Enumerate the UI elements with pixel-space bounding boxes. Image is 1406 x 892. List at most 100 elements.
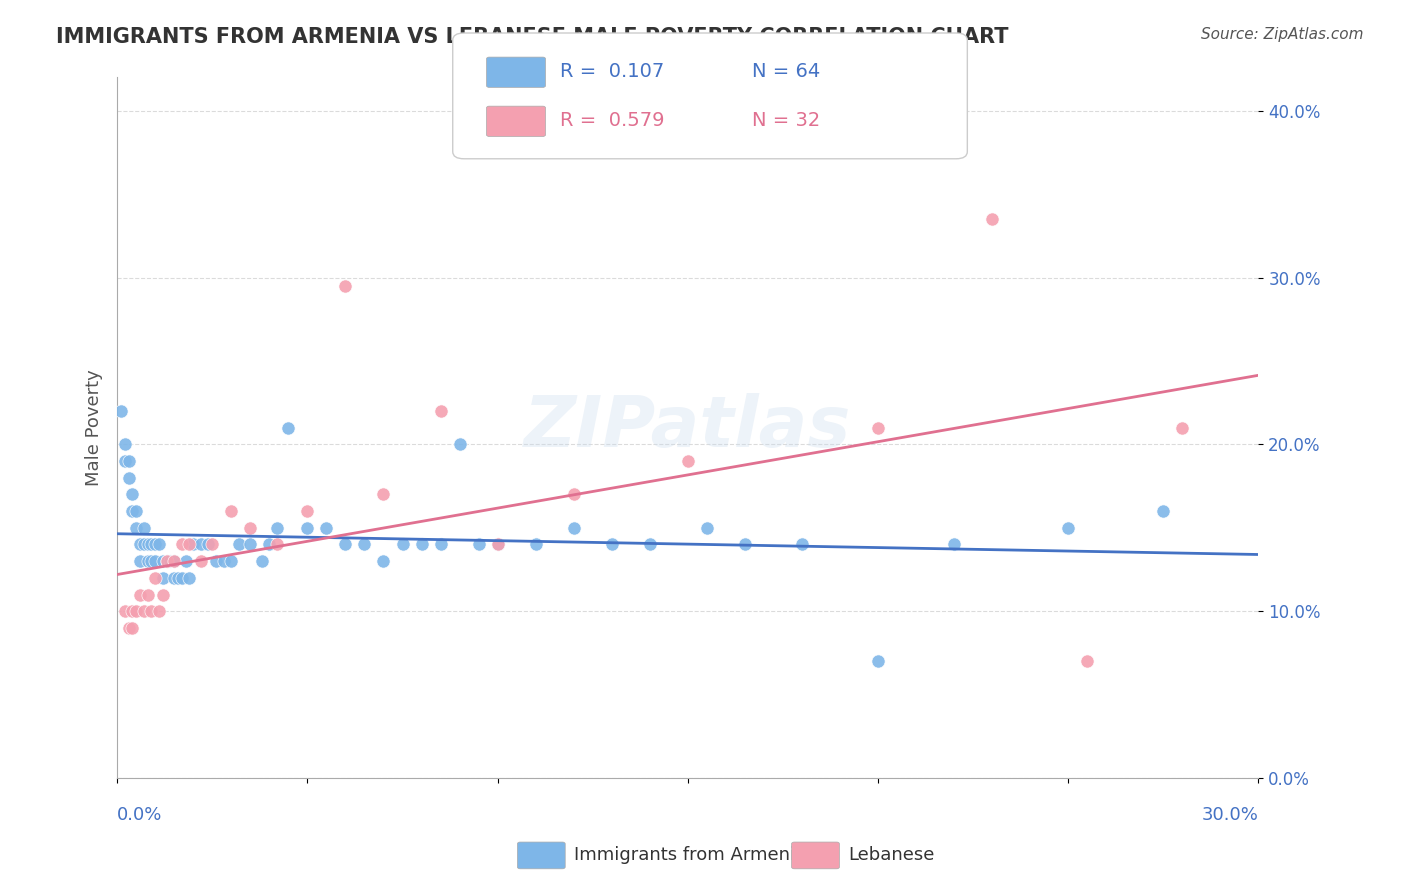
Point [132,521,155,535]
Point [121,487,143,501]
Point [114,604,136,618]
Point [315,521,337,535]
Point [239,537,262,551]
Point [676,454,699,468]
Point [297,521,319,535]
Text: Immigrants from Armenia: Immigrants from Armenia [574,847,806,864]
Point [163,554,186,568]
Point [239,521,262,535]
Point [125,521,148,535]
Point [266,537,288,551]
Point [297,504,319,518]
Point [221,554,243,568]
Point [467,537,489,551]
Point [524,537,547,551]
Point [790,537,813,551]
Point [179,571,201,585]
Point [391,537,413,551]
Point [156,554,179,568]
Point [110,404,132,418]
Point [562,521,585,535]
Point [943,537,966,551]
Point [129,588,152,602]
Point [125,604,148,618]
Point [696,521,718,535]
Point [143,554,166,568]
Point [250,554,273,568]
Point [335,537,357,551]
Text: N = 32: N = 32 [752,111,821,130]
Point [129,537,152,551]
Point [121,604,143,618]
Text: R =  0.107: R = 0.107 [560,62,664,81]
Point [152,571,174,585]
Point [190,537,212,551]
Text: 0.0%: 0.0% [117,806,163,824]
Point [868,654,890,668]
Point [868,421,890,435]
Point [125,504,148,518]
Point [114,437,136,451]
Point [486,537,509,551]
Text: Lebanese: Lebanese [848,847,934,864]
Text: 30.0%: 30.0% [1202,806,1258,824]
Point [449,437,471,451]
Text: N = 64: N = 64 [752,62,821,81]
Point [221,504,243,518]
Point [638,537,661,551]
Point [148,537,170,551]
Y-axis label: Male Poverty: Male Poverty [86,369,103,486]
Point [179,537,201,551]
Point [266,521,288,535]
Point [117,471,139,485]
Text: R =  0.579: R = 0.579 [560,111,664,130]
Point [141,604,163,618]
Point [373,554,395,568]
Point [562,487,585,501]
Point [486,537,509,551]
Point [1152,504,1174,518]
Point [734,537,756,551]
Point [167,571,190,585]
Point [1076,654,1098,668]
Point [117,621,139,635]
Point [228,537,250,551]
Point [141,554,163,568]
Point [163,554,186,568]
Point [129,554,152,568]
Point [117,454,139,468]
Point [170,571,193,585]
Point [259,537,281,551]
Text: Source: ZipAtlas.com: Source: ZipAtlas.com [1201,27,1364,42]
Point [174,554,197,568]
Point [156,554,179,568]
Point [163,571,186,585]
Text: IMMIGRANTS FROM ARMENIA VS LEBANESE MALE POVERTY CORRELATION CHART: IMMIGRANTS FROM ARMENIA VS LEBANESE MALE… [56,27,1008,46]
Point [136,537,159,551]
Point [114,454,136,468]
Point [143,571,166,585]
Point [335,279,357,293]
Point [136,554,159,568]
Point [429,404,451,418]
Point [143,537,166,551]
Point [197,537,219,551]
Point [148,604,170,618]
Point [136,588,159,602]
Point [132,604,155,618]
Point [121,504,143,518]
Point [1057,521,1080,535]
Point [132,537,155,551]
Point [411,537,433,551]
Point [353,537,375,551]
Point [600,537,623,551]
Point [159,554,181,568]
Text: ZIPatlas: ZIPatlas [524,393,852,462]
Point [373,487,395,501]
Point [121,621,143,635]
Point [277,421,299,435]
Point [181,537,204,551]
Point [141,537,163,551]
Point [429,537,451,551]
Point [152,554,174,568]
